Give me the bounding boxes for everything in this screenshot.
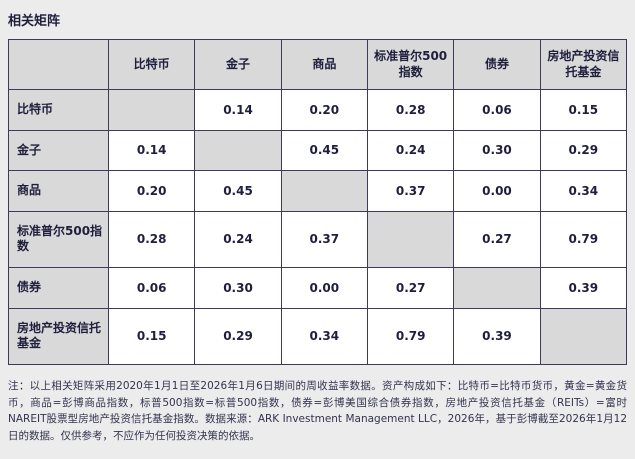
table-body: 比特币 0.14 0.20 0.28 0.06 0.15 金子 0.14 0.45 0.24 0.3… [8, 89, 628, 365]
value-cell: 0.30 [194, 266, 282, 309]
value-cell: 0.39 [539, 266, 628, 309]
diagonal-cell [107, 89, 196, 131]
value-cell: 0.79 [366, 307, 455, 365]
value-cell: 0.14 [107, 129, 196, 172]
value-cell: 0.14 [194, 89, 282, 131]
value-cell: 0.79 [539, 210, 628, 268]
value-cell: 0.34 [539, 170, 628, 212]
value-cell: 0.00 [280, 266, 368, 309]
corner-cell [8, 39, 109, 90]
value-cell: 0.30 [453, 129, 541, 172]
header-row: 比特币 金子 商品 标准普尔500指数 债券 房地产投资信托基金 [8, 39, 628, 90]
row-header: 债券 [8, 266, 109, 309]
table-row: 标准普尔500指数 0.28 0.24 0.37 0.27 0.79 [8, 210, 628, 268]
value-cell: 0.06 [453, 89, 541, 131]
column-header: 金子 [194, 39, 282, 90]
value-cell: 0.06 [107, 266, 196, 309]
value-cell: 0.34 [280, 307, 368, 365]
value-cell: 0.24 [366, 129, 455, 172]
diagonal-cell [453, 266, 541, 309]
table-row: 金子 0.14 0.45 0.24 0.30 0.29 [8, 129, 628, 172]
column-header: 比特币 [107, 39, 196, 90]
value-cell: 0.29 [539, 129, 628, 172]
value-cell: 0.45 [194, 170, 282, 212]
value-cell: 0.28 [366, 89, 455, 131]
footnote: 注：以上相关矩阵采用2020年1月1日至2026年1月6日期间的周收益率数据。资… [8, 379, 627, 443]
value-cell: 0.37 [280, 210, 368, 268]
column-header: 商品 [280, 39, 368, 90]
value-cell: 0.39 [453, 307, 541, 365]
table-header: 比特币 金子 商品 标准普尔500指数 债券 房地产投资信托基金 [8, 39, 628, 90]
correlation-matrix-table: 比特币 金子 商品 标准普尔500指数 债券 房地产投资信托基金 比特币 0.14 0.20 0… [8, 39, 628, 365]
diagonal-cell [280, 170, 368, 212]
column-header: 房地产投资信托基金 [539, 39, 628, 90]
table-row: 商品 0.20 0.45 0.37 0.00 0.34 [8, 170, 628, 212]
table-row: 房地产投资信托基金 0.15 0.29 0.34 0.79 0.39 [8, 307, 628, 365]
column-header: 标准普尔500指数 [366, 39, 455, 90]
value-cell: 0.15 [539, 89, 628, 131]
value-cell: 0.20 [280, 89, 368, 131]
table-row: 债券 0.06 0.30 0.00 0.27 0.39 [8, 266, 628, 309]
table-row: 比特币 0.14 0.20 0.28 0.06 0.15 [8, 89, 628, 131]
row-header: 房地产投资信托基金 [8, 307, 109, 365]
value-cell: 0.37 [366, 170, 455, 212]
row-header: 金子 [8, 129, 109, 172]
value-cell: 0.29 [194, 307, 282, 365]
value-cell: 0.28 [107, 210, 196, 268]
diagonal-cell [366, 210, 455, 268]
diagonal-cell [194, 129, 282, 172]
column-header: 债券 [453, 39, 541, 90]
value-cell: 0.00 [453, 170, 541, 212]
diagonal-cell [539, 307, 628, 365]
page-title: 相关矩阵 [8, 14, 61, 29]
value-cell: 0.15 [107, 307, 196, 365]
row-header: 标准普尔500指数 [8, 210, 109, 268]
value-cell: 0.27 [453, 210, 541, 268]
value-cell: 0.27 [366, 266, 455, 309]
row-header: 商品 [8, 170, 109, 212]
value-cell: 0.20 [107, 170, 196, 212]
value-cell: 0.24 [194, 210, 282, 268]
value-cell: 0.45 [280, 129, 368, 172]
row-header: 比特币 [8, 89, 109, 131]
